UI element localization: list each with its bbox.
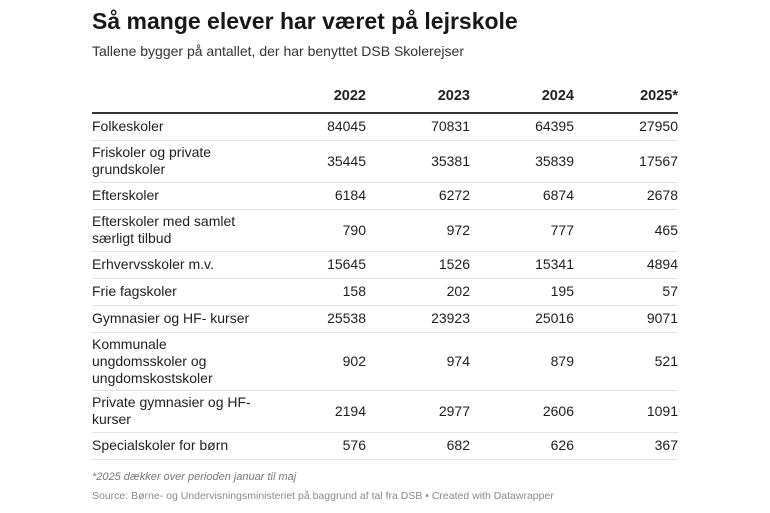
- row-label: Private gymnasier og HF-kurser: [92, 390, 262, 433]
- table-row: Gymnasier og HF- kurser 25538 23923 25016 90…: [92, 305, 678, 333]
- row-label: Frie fagskoler: [92, 278, 262, 306]
- cell-value: 367: [574, 432, 678, 460]
- row-label: Erhvervsskoler m.v.: [92, 251, 262, 279]
- table-row: Efterskoler med samlet særligt tilbud 790…: [92, 209, 678, 252]
- row-label: Gymnasier og HF- kurser: [92, 305, 262, 333]
- cell-value: 6874: [470, 182, 574, 210]
- cell-value: 902: [262, 332, 366, 391]
- cell-value: 1091: [574, 390, 678, 433]
- table-row: Private gymnasier og HF-kurser 2194 2977 26…: [92, 390, 678, 433]
- cell-value: 521: [574, 332, 678, 391]
- cell-value: 4894: [574, 251, 678, 279]
- source-line: Source: Børne- og Undervisningsministeri…: [92, 490, 554, 502]
- cell-value: 15341: [470, 251, 574, 279]
- footnote: *2025 dækker over perioden januar til ma…: [92, 471, 297, 483]
- data-table: 2022 2023 2024 2025* Folkeskoler 84045 708…: [92, 80, 678, 460]
- cell-value: 682: [366, 432, 470, 460]
- cell-value: 25538: [262, 305, 366, 333]
- row-label: Folkeskoler: [92, 113, 262, 141]
- table-row: Erhvervsskoler m.v. 15645 1526 15341 4894: [92, 251, 678, 279]
- cell-value: 35445: [262, 140, 366, 183]
- table-row: Frie fagskoler 158 202 195 57: [92, 278, 678, 306]
- cell-value: 17567: [574, 140, 678, 183]
- cell-value: 64395: [470, 113, 574, 141]
- row-label: Efterskoler: [92, 182, 262, 210]
- cell-value: 777: [470, 209, 574, 252]
- table-row: Efterskoler 6184 6272 6874 2678: [92, 182, 678, 210]
- cell-value: 974: [366, 332, 470, 391]
- cell-value: 84045: [262, 113, 366, 141]
- cell-value: 6272: [366, 182, 470, 210]
- table-row: Folkeskoler 84045 70831 64395 27950: [92, 113, 678, 141]
- cell-value: 1526: [366, 251, 470, 279]
- cell-value: 195: [470, 278, 574, 306]
- cell-value: 879: [470, 332, 574, 391]
- cell-value: 202: [366, 278, 470, 306]
- cell-value: 2678: [574, 182, 678, 210]
- cell-value: 6184: [262, 182, 366, 210]
- cell-value: 465: [574, 209, 678, 252]
- cell-value: 576: [262, 432, 366, 460]
- column-header-2025[interactable]: 2025*: [574, 80, 678, 114]
- cell-value: 70831: [366, 113, 470, 141]
- row-label: Specialskoler for børn: [92, 432, 262, 460]
- cell-value: 15645: [262, 251, 366, 279]
- column-header-2022[interactable]: 2022: [262, 80, 366, 114]
- cell-value: 9071: [574, 305, 678, 333]
- cell-value: 27950: [574, 113, 678, 141]
- cell-value: 57: [574, 278, 678, 306]
- table-row: Kommunale ungdomsskoler og ungdomskostsk…: [92, 332, 678, 391]
- chart-title: Så mange elever har været på lejrskole: [92, 8, 518, 34]
- cell-value: 35839: [470, 140, 574, 183]
- table-row: Friskoler og private grundskoler 35445 353…: [92, 140, 678, 183]
- cell-value: 2977: [366, 390, 470, 433]
- cell-value: 158: [262, 278, 366, 306]
- column-header-category[interactable]: [92, 80, 262, 114]
- column-header-2024[interactable]: 2024: [470, 80, 574, 114]
- cell-value: 2194: [262, 390, 366, 433]
- column-header-2023[interactable]: 2023: [366, 80, 470, 114]
- table-row: Specialskoler for børn 576 682 626 367: [92, 432, 678, 460]
- cell-value: 972: [366, 209, 470, 252]
- cell-value: 626: [470, 432, 574, 460]
- cell-value: 2606: [470, 390, 574, 433]
- chart-subtitle: Tallene bygger på antallet, der har beny…: [92, 43, 464, 59]
- cell-value: 25016: [470, 305, 574, 333]
- row-label: Friskoler og private grundskoler: [92, 140, 262, 183]
- row-label: Efterskoler med samlet særligt tilbud: [92, 209, 262, 252]
- cell-value: 35381: [366, 140, 470, 183]
- row-label: Kommunale ungdomsskoler og ungdomskostsk…: [92, 332, 262, 391]
- table-header-row: 2022 2023 2024 2025*: [92, 80, 678, 114]
- cell-value: 23923: [366, 305, 470, 333]
- cell-value: 790: [262, 209, 366, 252]
